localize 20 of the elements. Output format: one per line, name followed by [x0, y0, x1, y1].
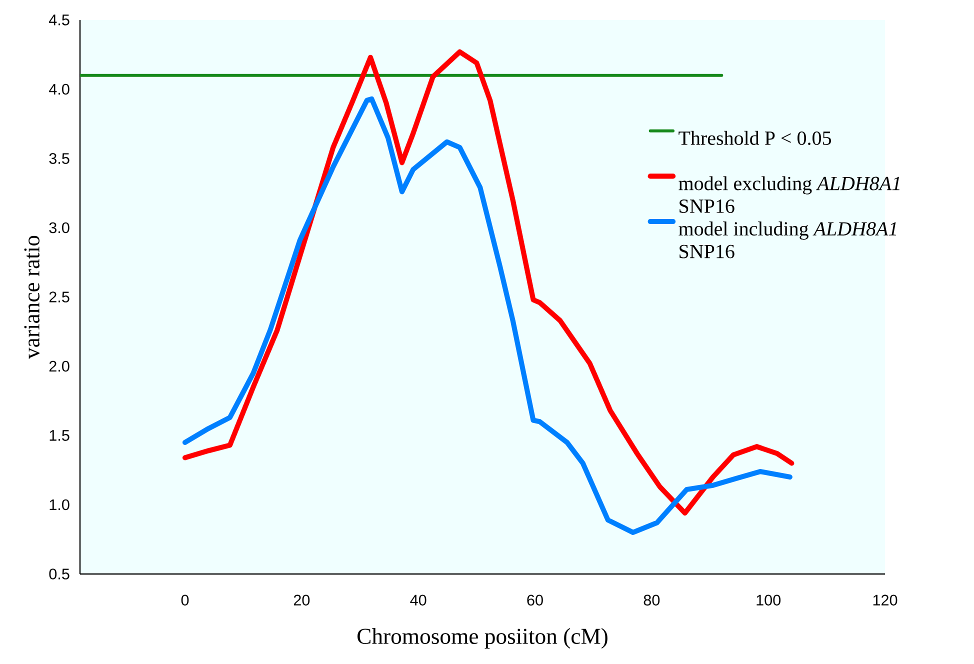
y-tick-label: 4.5	[48, 14, 70, 26]
y-axis-title: variance ratio	[24, 236, 40, 359]
x-tick-label: 80	[644, 594, 660, 606]
y-tick-label: 1.0	[50, 499, 70, 510]
x-tick-label: 120	[873, 594, 898, 606]
y-tick-label: 0.5	[49, 568, 70, 580]
legend-label: Threshold P < 0.05	[678, 130, 831, 146]
y-tick-label: 3.5	[49, 153, 70, 164]
y-tick-label: 2.0	[49, 360, 70, 372]
x-tick-label: 60	[527, 594, 543, 606]
x-axis-title: Chromosome posiiton (cM)	[358, 628, 608, 649]
x-tick-label: 20	[294, 594, 310, 606]
x-tick-label: 100	[756, 594, 781, 606]
text: model including ALDH8A1 SNP16	[678, 222, 896, 258]
y-tick-label: 2.5	[49, 292, 70, 302]
x-tick-label: 0	[181, 594, 189, 606]
y-tick-label: 3.0	[49, 222, 70, 234]
y-tick-label: 1.5	[50, 430, 70, 441]
y-tick-label: 4.0	[48, 84, 70, 95]
x-tick-label: 40	[410, 594, 426, 606]
